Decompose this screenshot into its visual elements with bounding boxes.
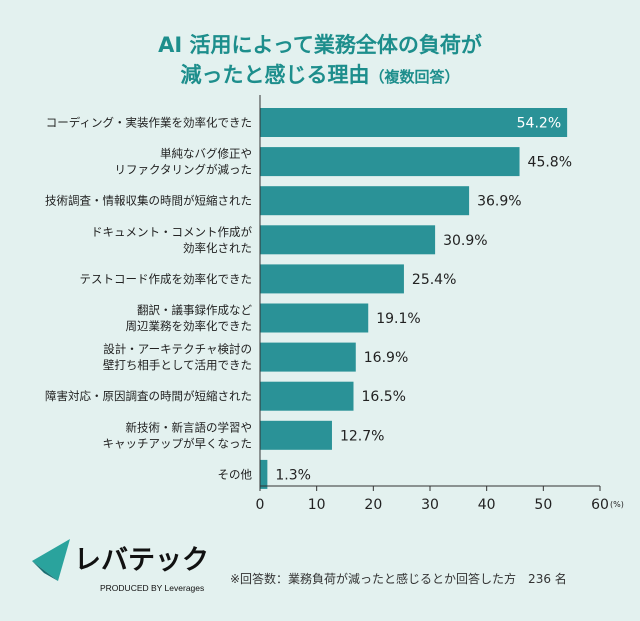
x-tick-label: 50 (534, 497, 552, 513)
bar-6 (260, 303, 369, 333)
x-axis-unit: (%) (610, 500, 624, 509)
bar-value-label: 16.5% (362, 389, 406, 405)
title-line-1: AI 活用によって業務全体の負荷が (158, 33, 482, 57)
brand-logo: レバテック PRODUCED BY Leverages (30, 533, 220, 597)
logo-tagline: PRODUCED BY Leverages (100, 583, 204, 593)
logo-wordmark: レバテック (74, 545, 209, 576)
category-label: リファクタリングが減った (114, 163, 252, 177)
bar-2 (260, 147, 520, 177)
bar-4 (260, 225, 436, 255)
bar-chart: 54.2% コーディング・実装作業を効率化できた 45.8% 単純なバグ修正やリファク… (45, 95, 624, 513)
bar-value-label: 25.4% (412, 272, 456, 288)
respondent-footnote: ※回答数：業務負荷が減ったと感じるとか回答した方 236 名 (230, 572, 567, 586)
bar-10 (260, 459, 268, 489)
category-label: 設計・アーキテクチャ検討の (103, 342, 252, 356)
bar-value-label: 54.2% (517, 116, 561, 132)
bar-value-label: 16.9% (364, 350, 408, 366)
bar-8 (260, 381, 354, 411)
chart-title: AI 活用によって業務全体の負荷が 減ったと感じる理由（複数回答） (0, 30, 640, 90)
bar-value-label: 30.9% (443, 233, 487, 249)
x-tick-label: 0 (256, 497, 265, 513)
x-tick-label: 10 (308, 497, 326, 513)
category-label: コーディング・実装作業を効率化できた (46, 116, 252, 130)
logo-mark-icon (32, 539, 70, 581)
category-label: その他 (218, 467, 253, 481)
category-label: 効率化された (183, 241, 252, 255)
category-label: 周辺業務を効率化できた (126, 319, 253, 333)
category-label: テストコード作成を効率化できた (80, 272, 253, 286)
bar-5 (260, 264, 404, 294)
category-label: 単純なバグ修正や (160, 147, 252, 161)
bar-1 (260, 108, 568, 137)
category-label: 障害対応・原因調査の時間が短縮された (45, 389, 252, 403)
bar-value-label: 1.3% (275, 467, 311, 483)
title-line-2: 減ったと感じる理由 (180, 63, 370, 87)
bar-9 (260, 420, 332, 450)
bar-7 (260, 342, 356, 372)
title-subtitle: （複数回答） (369, 68, 460, 86)
category-label: 壁打ち相手として活用できた (103, 358, 252, 372)
category-label: キャッチアップが早くなった (103, 436, 253, 450)
bar-value-label: 12.7% (340, 428, 384, 444)
category-label: 技術調査・情報収集の時間が短縮された (45, 194, 252, 208)
category-label: ドキュメント・コメント作成が (91, 225, 252, 239)
bar-value-label: 19.1% (376, 311, 420, 327)
category-label: 新技術・新言語の学習や (126, 420, 253, 434)
category-label: 翻訳・議事録作成など (137, 303, 252, 317)
x-tick-label: 20 (364, 497, 382, 513)
bar-3 (260, 186, 470, 216)
x-tick-label: 60 (591, 497, 609, 513)
bar-value-label: 36.9% (477, 194, 521, 210)
bar-value-label: 45.8% (528, 155, 572, 171)
x-tick-label: 40 (478, 497, 496, 513)
x-tick-label: 30 (421, 497, 439, 513)
